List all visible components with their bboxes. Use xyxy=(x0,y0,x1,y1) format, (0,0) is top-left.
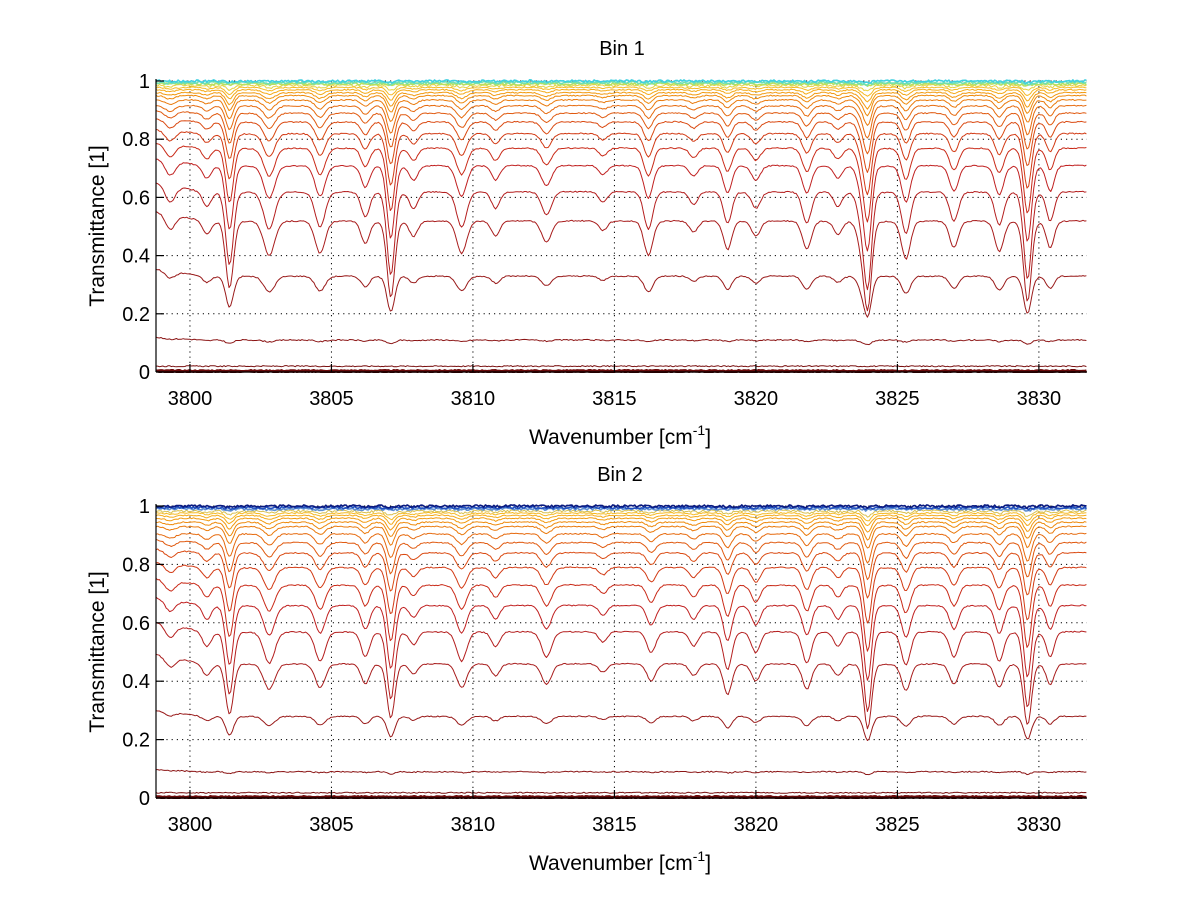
y-tick-label: 0.4 xyxy=(122,671,150,693)
axis-lines xyxy=(155,504,1087,799)
series-line xyxy=(155,79,1087,85)
series-line xyxy=(155,509,1087,518)
series-line xyxy=(155,158,1087,252)
y-tick-labels: 0 0.2 0.4 0.6 0.8 1 xyxy=(122,71,150,384)
x-axis-label: Wavenumber [cm-1] xyxy=(529,848,711,875)
x-tick-label: 3820 xyxy=(734,814,779,836)
grid-lines xyxy=(156,505,1087,798)
series-line xyxy=(155,505,1088,511)
y-tick-label: 0 xyxy=(139,362,150,384)
series-line xyxy=(155,88,1087,103)
x-axis-label-end: ] xyxy=(705,426,711,449)
y-tick-label: 0 xyxy=(139,788,150,810)
x-tick-label: 3820 xyxy=(734,388,779,410)
series-line xyxy=(155,110,1087,155)
x-tick-label: 3810 xyxy=(451,814,496,836)
series-line xyxy=(155,710,1087,741)
y-tick-label: 1 xyxy=(139,496,150,518)
x-tick-label: 3830 xyxy=(1017,814,1062,836)
series-line xyxy=(156,512,1087,522)
series-line xyxy=(155,269,1087,318)
y-tick-label: 0.2 xyxy=(122,730,150,752)
series-line xyxy=(155,336,1087,346)
grid-lines xyxy=(156,80,1087,372)
series-line xyxy=(155,98,1087,126)
series-line xyxy=(155,86,1087,97)
y-tick-label: 0.2 xyxy=(122,304,150,326)
series-line xyxy=(155,94,1087,117)
chart-title: Bin 2 xyxy=(597,464,643,486)
series-line xyxy=(155,517,1087,533)
series-line xyxy=(155,211,1087,312)
y-tick-label: 0.6 xyxy=(122,613,150,635)
series-line xyxy=(155,521,1087,541)
x-tick-label: 3830 xyxy=(1017,388,1062,410)
y-tick-label: 0.6 xyxy=(122,187,150,209)
series-line xyxy=(155,128,1087,196)
x-tick-label: 3810 xyxy=(451,388,496,410)
x-tick-label: 3815 xyxy=(592,388,637,410)
y-axis-label: Transmittance [1] xyxy=(86,145,109,306)
series-line xyxy=(155,504,1087,510)
series-line xyxy=(155,104,1087,139)
axes-bin-1: Bin 1 0 0.2 0.4 0.6 0.8 1 3800 3805 3810 3815 382… xyxy=(86,38,1087,449)
series-line xyxy=(155,143,1087,223)
series-line xyxy=(155,118,1087,173)
y-tick-label: 0.8 xyxy=(122,554,150,576)
x-tick-labels: 3800 3805 3810 3815 3820 3825 3830 xyxy=(168,814,1061,836)
series-line xyxy=(155,562,1087,624)
x-tick-label: 3815 xyxy=(592,814,637,836)
series-line xyxy=(155,91,1087,110)
x-axis-label: Wavenumber [cm-1] xyxy=(529,422,711,449)
x-tick-label: 3825 xyxy=(875,814,920,836)
series-line xyxy=(155,532,1087,564)
series-line xyxy=(155,369,1087,373)
x-axis-label-superscript: -1 xyxy=(693,422,706,438)
series-line xyxy=(155,596,1087,681)
axes-bin-2: Bin 2 0 0.2 0.4 0.6 0.8 1 3800 3805 3810 3815 382… xyxy=(86,464,1088,875)
x-axis-label-superscript: -1 xyxy=(693,848,706,864)
axis-lines xyxy=(155,79,1087,373)
series-line xyxy=(155,538,1087,581)
series-line xyxy=(155,182,1087,291)
series-line xyxy=(155,578,1087,652)
y-tick-label: 1 xyxy=(139,71,150,93)
series-line xyxy=(155,525,1087,549)
x-tick-labels: 3800 3805 3810 3815 3820 3825 3830 xyxy=(168,388,1061,410)
series-line xyxy=(155,82,1087,87)
x-axis-label-text: Wavenumber [cm xyxy=(529,852,693,875)
x-axis-label-text: Wavenumber [cm xyxy=(529,426,693,449)
y-axis-label: Transmittance [1] xyxy=(86,571,109,732)
x-axis-label-end: ] xyxy=(705,852,711,875)
series-line xyxy=(156,365,1087,368)
x-tick-label: 3800 xyxy=(168,814,213,836)
series-line xyxy=(155,548,1087,599)
series-line xyxy=(156,769,1087,776)
y-tick-label: 0.8 xyxy=(122,129,150,151)
series-line xyxy=(155,653,1087,730)
x-tick-label: 3800 xyxy=(168,388,213,410)
y-tick-labels: 0 0.2 0.4 0.6 0.8 1 xyxy=(122,496,150,810)
series-line xyxy=(155,621,1087,712)
chart-title: Bin 1 xyxy=(599,38,645,60)
plot-area xyxy=(155,504,1088,799)
x-tick-label: 3825 xyxy=(875,388,920,410)
series-line xyxy=(155,514,1087,527)
y-tick-label: 0.4 xyxy=(122,246,150,268)
x-tick-label: 3805 xyxy=(309,388,354,410)
series-line xyxy=(155,795,1087,799)
x-tick-label: 3805 xyxy=(309,814,354,836)
plot-area xyxy=(155,79,1087,373)
series-line xyxy=(155,791,1087,794)
